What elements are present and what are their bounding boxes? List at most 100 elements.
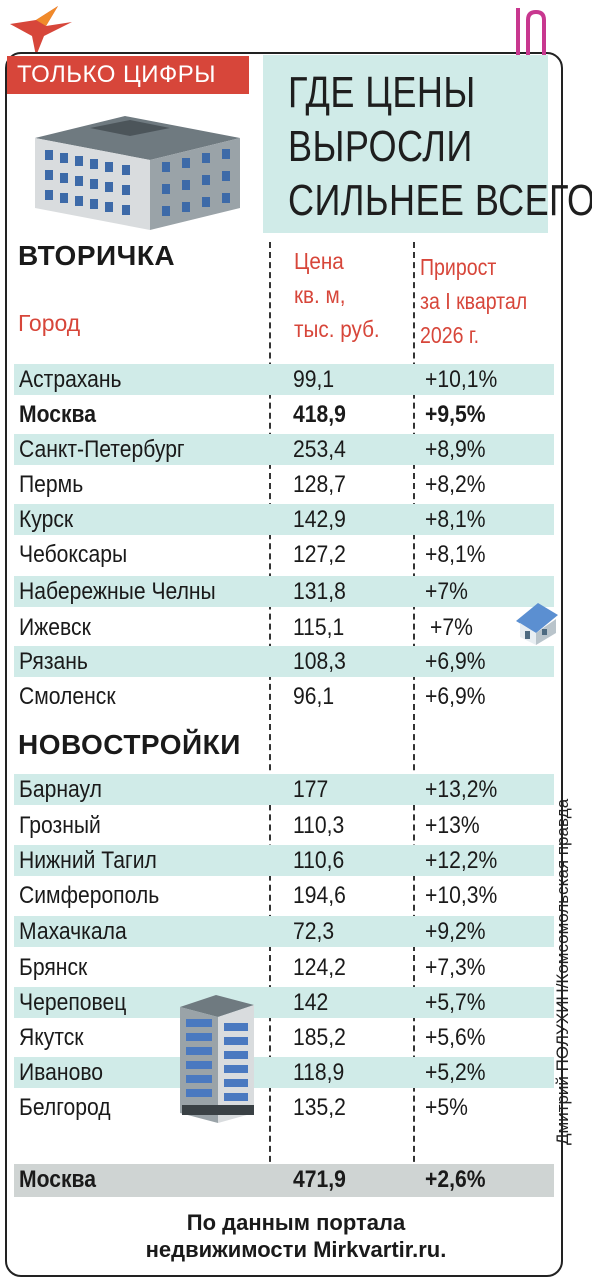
cell-price: 142,9 (293, 506, 346, 533)
cell-growth: +6,9% (425, 683, 486, 710)
cell-price: 194,6 (293, 882, 346, 909)
cell-growth: +7,3% (425, 954, 486, 981)
cell-city: Астрахань (19, 366, 122, 393)
column-header-city: Город (18, 310, 81, 336)
cell-growth: +6,9% (425, 648, 486, 675)
cell-city: Москва (19, 1166, 96, 1193)
cell-growth: +2,6% (425, 1166, 486, 1193)
cell-price: 110,3 (293, 812, 345, 839)
headline-line-2: ВЫРОСЛИ (288, 122, 473, 171)
table-row: Барнаул 177 +13,2% (14, 774, 554, 805)
cell-city: Рязань (19, 648, 88, 675)
cell-growth: +10,1% (425, 366, 498, 393)
table-row: Симферополь 194,6 +10,3% (14, 880, 554, 911)
cell-city: Набережные Челны (19, 578, 216, 605)
cell-price: 253,4 (293, 436, 346, 463)
table-row: Рязань 108,3 +6,9% (14, 646, 554, 677)
column-divider-1 (269, 242, 271, 1192)
cell-city: Смоленск (19, 683, 116, 710)
table-row-total: Москва 471,9 +2,6% (14, 1164, 554, 1197)
cell-city: Чебоксары (19, 541, 128, 568)
photo-credit: Дмитрий ПОЛУХИН/Комсомольская правда (553, 798, 572, 1145)
cell-city: Махачкала (19, 918, 127, 945)
cell-growth: +7% (430, 614, 473, 641)
cell-price: 72,3 (293, 918, 335, 945)
cell-city: Барнаул (19, 776, 102, 803)
cell-city: Москва (19, 401, 96, 428)
cell-growth: +13,2% (425, 776, 498, 803)
source-note: По данным портала недвижимости Mirkvarti… (0, 1209, 592, 1263)
apartment-building-icon (35, 116, 240, 230)
cell-price: 131,8 (293, 578, 346, 605)
table-row: Курск 142,9 +8,1% (14, 504, 554, 535)
column-divider-2 (413, 242, 415, 1192)
section-title-new-builds: НОВОСТРОЙКИ (18, 729, 241, 760)
table-row: Белгород 135,2 +5% (14, 1092, 554, 1123)
cell-growth: +13% (425, 812, 480, 839)
section-title-secondary: ВТОРИЧКА (18, 240, 176, 271)
cell-price: 177 (293, 776, 329, 803)
cell-city: Пермь (19, 471, 84, 498)
source-line-2: недвижимости Mirkvartir.ru. (145, 1237, 447, 1262)
cell-growth: +5% (425, 1094, 468, 1121)
house-icon (516, 603, 558, 645)
cell-price: 110,6 (293, 847, 345, 874)
table-row: Махачкала 72,3 +9,2% (14, 916, 554, 947)
cell-price: 108,3 (293, 648, 346, 675)
logo-bird-icon (10, 6, 72, 56)
table-row: Череповец 142 +5,7% (14, 987, 554, 1018)
headline-background (263, 55, 548, 233)
cell-city: Симферополь (19, 882, 160, 909)
table-row: Санкт-Петербург 253,4 +8,9% (14, 434, 554, 465)
table-row: Москва 418,9 +9,5% (14, 399, 554, 430)
cell-city: Курск (19, 506, 74, 533)
cell-city: Брянск (19, 954, 88, 981)
table-row: Смоленск 96,1 +6,9% (14, 681, 554, 712)
cell-price: 142 (293, 989, 329, 1016)
tower-building-icon (180, 995, 254, 1123)
cell-price: 135,2 (293, 1094, 346, 1121)
cell-price: 99,1 (293, 366, 335, 393)
cell-growth: +9,2% (425, 918, 486, 945)
cell-growth: +7% (425, 578, 468, 605)
cell-price: 115,1 (293, 614, 345, 641)
headline-line-3: СИЛЬНЕЕ ВСЕГО (288, 176, 592, 225)
table-row: Чебоксары 127,2 +8,1% (14, 539, 554, 570)
cell-price: 471,9 (293, 1166, 346, 1193)
cell-city: Нижний Тагил (19, 847, 157, 874)
cell-price: 128,7 (293, 471, 346, 498)
cell-city: Ижевск (19, 614, 91, 641)
table-row: Набережные Челны 131,8 +7% (14, 576, 554, 607)
table-row: Брянск 124,2 +7,3% (14, 952, 554, 983)
table-row: Якутск 185,2 +5,6% (14, 1022, 554, 1053)
table-row: Грозный 110,3 +13% (14, 810, 554, 841)
source-line-1: По данным портала (186, 1210, 406, 1235)
cell-city: Белгород (19, 1094, 111, 1121)
table-row: Нижний Тагил 110,6 +12,2% (14, 845, 554, 876)
cell-city: Грозный (19, 812, 101, 839)
cell-price: 418,9 (293, 401, 346, 428)
cell-price: 185,2 (293, 1024, 346, 1051)
cell-city: Череповец (19, 989, 127, 1016)
cell-growth: +9,5% (425, 401, 486, 428)
cell-growth: +8,2% (425, 471, 486, 498)
cell-growth: +5,7% (425, 989, 486, 1016)
cell-price: 96,1 (293, 683, 335, 710)
cell-growth: +12,2% (425, 847, 498, 874)
cell-growth: +8,1% (425, 541, 486, 568)
cell-growth: +8,1% (425, 506, 486, 533)
column-header-price: Цена кв. м, тыс. руб. (294, 248, 380, 342)
table-row: Пермь 128,7 +8,2% (14, 469, 554, 500)
cell-growth: +8,9% (425, 436, 486, 463)
column-header-growth: Прирост за I квартал 2026 г. (420, 254, 528, 348)
cell-city: Якутск (19, 1024, 84, 1051)
table-row: Иваново 118,9 +5,2% (14, 1057, 554, 1088)
headline: ГДЕ ЦЕНЫ ВЫРОСЛИ СИЛЬНЕЕ ВСЕГО (288, 66, 592, 228)
cell-city: Иваново (19, 1059, 104, 1086)
headline-line-1: ГДЕ ЦЕНЫ (288, 68, 476, 117)
cell-price: 124,2 (293, 954, 346, 981)
cell-city: Санкт-Петербург (19, 436, 185, 463)
table-row: Ижевск 115,1 +7% (14, 612, 554, 643)
cell-price: 127,2 (293, 541, 346, 568)
cell-price: 118,9 (293, 1059, 345, 1086)
